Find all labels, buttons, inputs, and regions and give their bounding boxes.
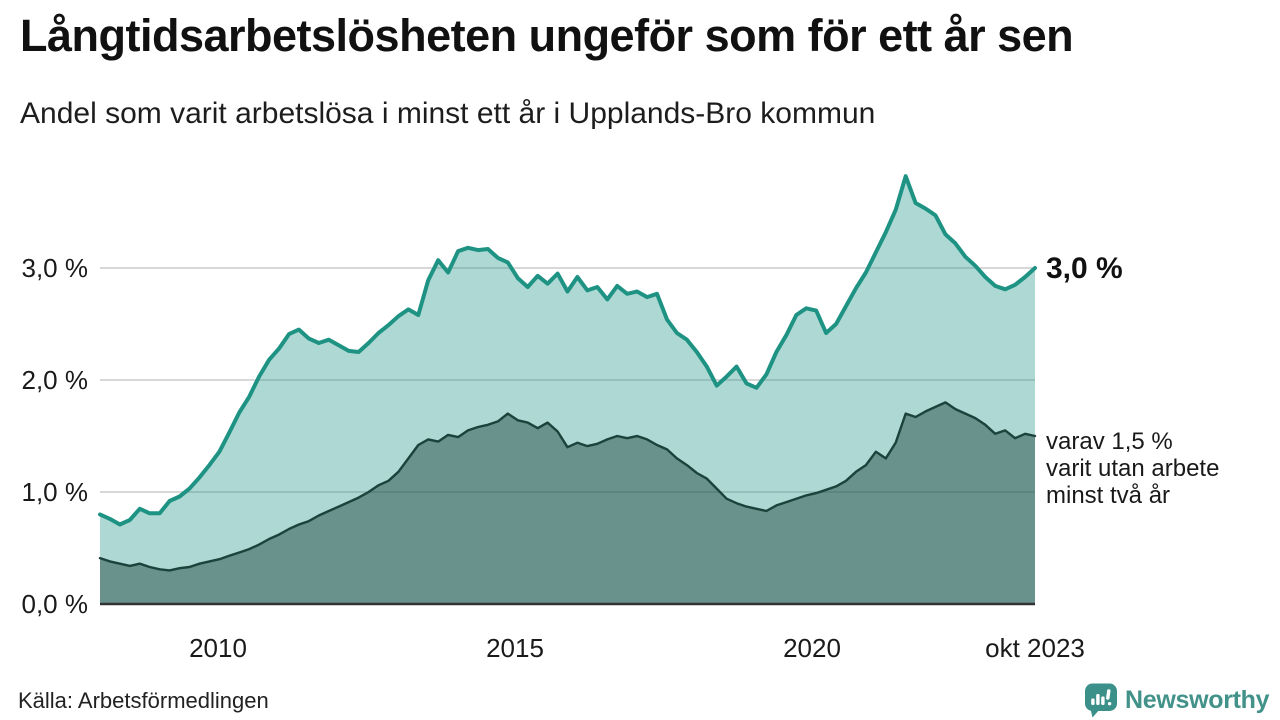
x-axis-tick-2010: 2010 (189, 633, 247, 663)
brand-name: Newsworthy (1125, 686, 1270, 714)
x-axis-tick-okt-2023: okt 2023 (985, 633, 1085, 663)
chart-title: Långtidsarbetslösheten ungeför som för e… (20, 10, 1074, 61)
series1-area (100, 176, 1035, 604)
y-axis-tick-2: 2,0 % (21, 365, 89, 395)
series1-line (98, 174, 1037, 527)
series2-annotation-line3: minst två år (1046, 482, 1171, 509)
series2-annotation: varav 1,5 % varit utan arbete minst två … (1046, 428, 1219, 509)
series2-annotation-line1: varav 1,5 % (1046, 428, 1173, 455)
newsworthy-logo-icon (1085, 683, 1117, 718)
y-axis-tick-1: 1,0 % (21, 477, 89, 507)
series2-annotation-line2: varit utan arbete (1046, 455, 1220, 482)
series1-end-value-label: 3,0 % (1046, 252, 1123, 285)
y-axis-tick-3: 3,0 % (21, 253, 89, 283)
newsworthy-logo: Newsworthy (1084, 683, 1270, 718)
x-axis-tick-2015: 2015 (486, 633, 544, 663)
source-credit: Källa: Arbetsförmedlingen (18, 688, 269, 713)
y-axis-tick-0: 0,0 % (21, 589, 89, 619)
chart-subtitle: Andel som varit arbetslösa i minst ett å… (20, 97, 876, 130)
series2-line (98, 401, 1037, 572)
series2-area (100, 402, 1035, 604)
x-axis-tick-2020: 2020 (783, 633, 841, 663)
